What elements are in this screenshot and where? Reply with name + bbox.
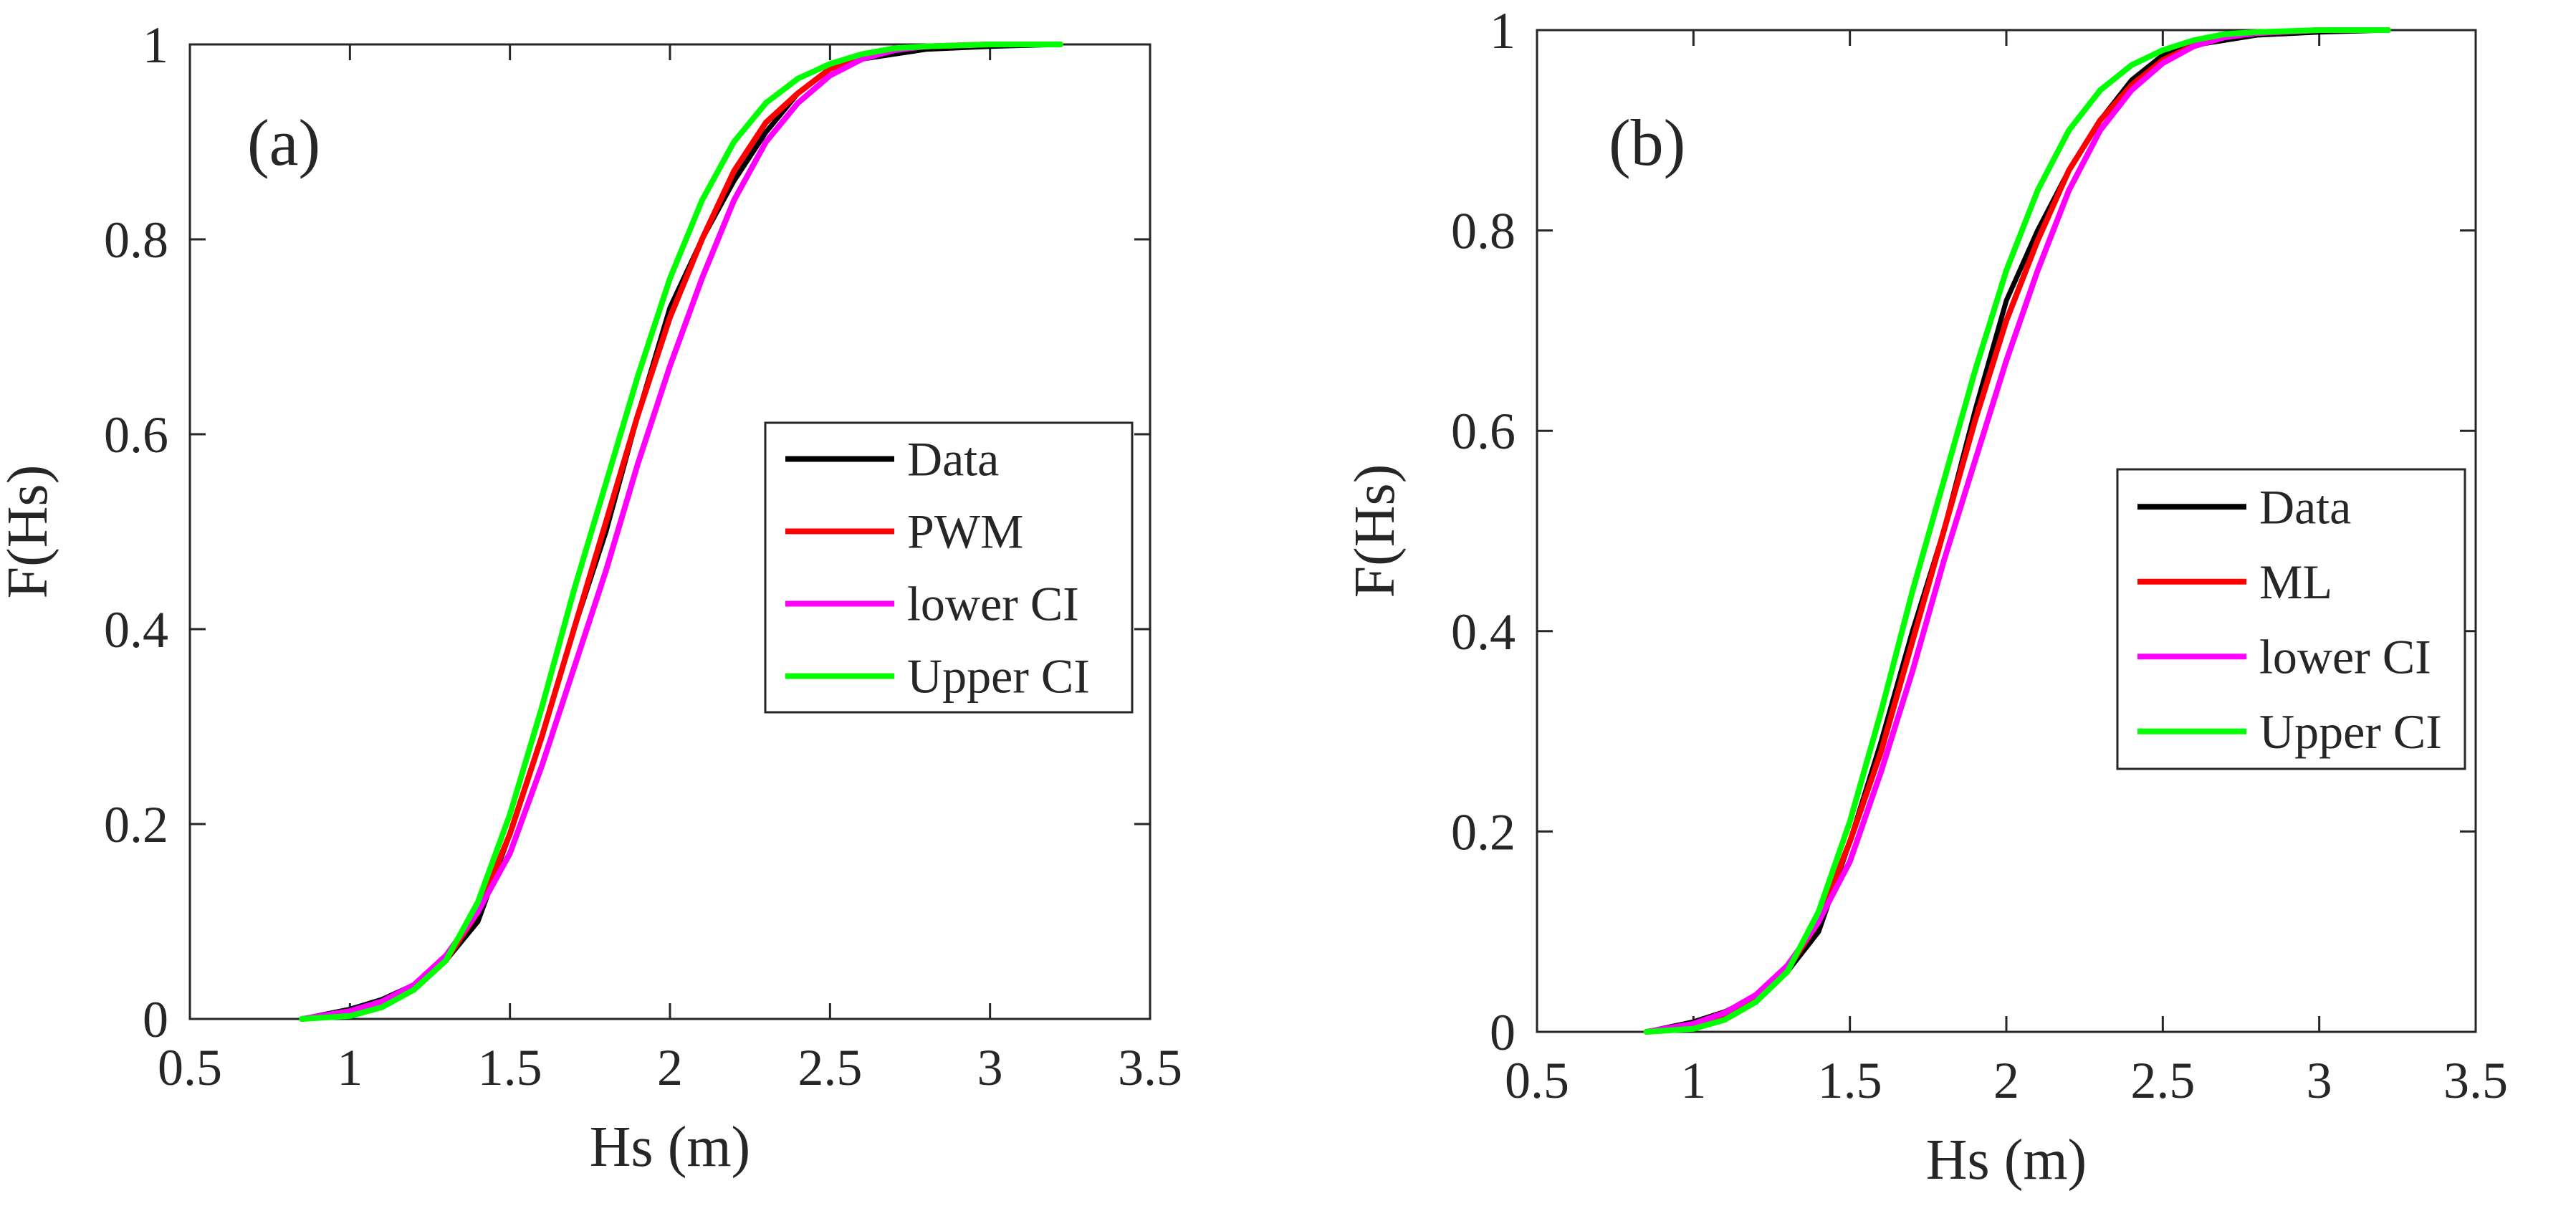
x-axis-label: Hs (m) xyxy=(1926,1129,2087,1192)
series-line-lower-ci xyxy=(299,42,1063,1022)
legend-label: lower CI xyxy=(907,577,1079,631)
x-tick-label: 2.5 xyxy=(798,1039,862,1096)
series-line-upper-ci xyxy=(299,42,1063,1022)
x-tick-label: 3 xyxy=(2307,1052,2332,1109)
y-axis-label: F(Hs) xyxy=(0,465,59,599)
x-axis-label: Hs (m) xyxy=(590,1116,750,1179)
y-tick-label: 0.4 xyxy=(1451,603,1516,661)
x-tick-label: 1.5 xyxy=(1818,1052,1882,1109)
legend-box xyxy=(764,421,1134,714)
legend-box xyxy=(2116,468,2466,770)
legend-label: ML xyxy=(2259,555,2332,609)
legend-label: Data xyxy=(2259,479,2351,534)
chart-panel-b: 0.5 1 1.5 2 2.5 3 3.5 0 0.2 0.4 0.6 0.8 1 Hs (m) F(Hs)… xyxy=(1344,2,2508,1192)
x-tick-label: 2 xyxy=(657,1039,683,1096)
x-tick-label: 3.5 xyxy=(1118,1039,1182,1096)
x-tick-label: 2 xyxy=(1993,1052,2019,1109)
y-tick-label: 0.2 xyxy=(1451,803,1516,861)
y-tick-label: 0.6 xyxy=(104,406,168,464)
y-tick-label: 0.6 xyxy=(1451,403,1516,460)
y-axis-label: F(Hs) xyxy=(1344,464,1407,598)
legend-label: lower CI xyxy=(2259,629,2431,684)
series-line-lower-ci xyxy=(1643,27,2391,1035)
y-tick-label: 1 xyxy=(1490,2,1516,59)
x-tick-label: 3 xyxy=(977,1039,1003,1096)
y-tick-label: 0.8 xyxy=(104,211,168,269)
legend-label: Upper CI xyxy=(907,649,1090,704)
panel-label: (b) xyxy=(1609,106,1685,179)
y-tick-label: 0.4 xyxy=(104,601,168,659)
legend: Data ML lower CI Upper CI xyxy=(2116,468,2466,770)
x-tick-label: 1.5 xyxy=(478,1039,542,1096)
legend: Data PWM lower CI Upper CI xyxy=(764,421,1134,714)
x-tick-label: 2.5 xyxy=(2130,1052,2195,1109)
y-tick-label: 0 xyxy=(143,991,168,1048)
series-line-upper-ci xyxy=(1643,27,2391,1035)
x-tick-label: 0.5 xyxy=(1505,1052,1569,1109)
legend-label: PWM xyxy=(907,504,1023,559)
y-tick-label: 0.8 xyxy=(1451,203,1516,260)
x-tick-label: 1 xyxy=(1680,1052,1706,1109)
legend-label: Data xyxy=(907,432,999,487)
chart-panel-a: 0.5 1 1.5 2 2.5 3 3.5 0 0.2 0.4 0.6 0.8 1 Hs (m) F(Hs)… xyxy=(0,16,1182,1179)
y-tick-label: 0.2 xyxy=(104,796,168,853)
panel-label: (a) xyxy=(247,106,320,179)
x-tick-label: 3.5 xyxy=(2443,1052,2508,1109)
y-tick-label: 0 xyxy=(1490,1004,1516,1061)
legend-label: Upper CI xyxy=(2259,704,2442,759)
y-tick-label: 1 xyxy=(143,16,168,74)
x-tick-label: 1 xyxy=(337,1039,363,1096)
x-tick-label: 0.5 xyxy=(158,1039,222,1096)
